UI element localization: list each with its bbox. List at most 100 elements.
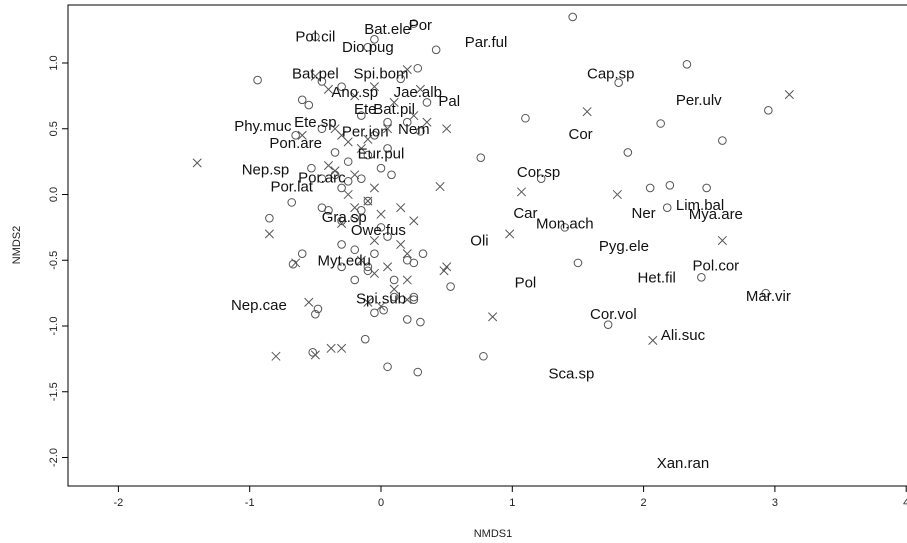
circle-point — [702, 183, 711, 193]
species-label: Lim.bal — [676, 197, 724, 214]
species-label: Mar.vir — [746, 288, 791, 305]
circle-point — [413, 367, 423, 377]
circle-point — [311, 309, 320, 319]
cross-point — [192, 158, 202, 168]
cross-point — [343, 189, 353, 200]
circle-point — [311, 32, 320, 42]
cross-point — [369, 183, 379, 193]
circle-point — [288, 259, 298, 269]
circle-point — [383, 144, 392, 153]
cross-point — [505, 229, 515, 239]
cross-point — [422, 117, 432, 127]
species-label: Xan.ran — [657, 455, 710, 472]
cross-point — [356, 255, 366, 265]
circle-point — [431, 45, 441, 55]
circle-point — [308, 348, 318, 357]
species-label: Cor — [568, 126, 592, 143]
cross-point — [442, 124, 452, 134]
circle-point — [357, 111, 366, 120]
circle-point — [343, 157, 353, 166]
species-label: Het.fil — [638, 269, 676, 286]
cross-point — [376, 209, 386, 219]
cross-point — [291, 258, 301, 268]
circle-point — [718, 136, 727, 145]
cross-point — [612, 189, 622, 200]
data-points — [192, 12, 794, 377]
circle-point — [409, 295, 419, 305]
cross-point — [488, 312, 498, 322]
cross-point — [402, 249, 412, 259]
circle-point — [330, 148, 340, 157]
species-label: Cor.sp — [517, 164, 560, 181]
cross-point — [323, 161, 334, 171]
cross-point — [396, 239, 406, 250]
circle-point — [396, 74, 405, 84]
species-label: Sca.sp — [548, 365, 594, 382]
circle-point — [363, 262, 373, 272]
circle-point — [476, 153, 486, 162]
circle-point — [409, 19, 419, 28]
y-tick-label: -0.5 — [48, 251, 60, 270]
cross-point — [343, 137, 353, 147]
species-label: Nem — [398, 121, 430, 138]
x-tick-label: 3 — [772, 497, 778, 509]
species-label: Car — [513, 205, 537, 222]
circle-point — [402, 117, 412, 127]
cross-point — [310, 71, 320, 81]
species-label: Bat.pil — [373, 101, 415, 118]
species-label: Oli — [470, 233, 488, 250]
circle-point — [682, 60, 692, 69]
circle-point — [287, 198, 297, 207]
circle-point — [370, 131, 379, 140]
circle-point — [337, 216, 346, 226]
circle-point — [521, 113, 530, 123]
circle-point — [337, 240, 346, 249]
y-tick-label: -1.5 — [48, 382, 60, 401]
species-label: Pal — [438, 93, 460, 110]
plot-frame — [67, 4, 907, 487]
species-label: Mon.ach — [536, 215, 594, 232]
species-label: Owe.fus — [351, 222, 406, 239]
y-tick-label: -1.0 — [48, 317, 60, 336]
circle-point — [623, 148, 633, 157]
cross-point — [350, 170, 360, 180]
circle-point — [360, 334, 370, 344]
circle-point — [337, 82, 346, 91]
species-label: Nep.cae — [231, 297, 287, 314]
species-label: Por — [409, 17, 432, 34]
species-label: Eur.pul — [358, 146, 405, 163]
circle-point — [253, 75, 262, 85]
cross-point — [326, 343, 336, 353]
cross-point — [582, 107, 592, 117]
y-axis-title: NMDS2 — [11, 226, 23, 265]
circle-point — [416, 127, 425, 136]
circle-point — [614, 78, 623, 88]
x-tick-label: 4 — [903, 497, 907, 509]
cross-point — [350, 203, 360, 213]
cross-point — [369, 268, 379, 278]
cross-point — [389, 97, 399, 108]
circle-point — [265, 213, 274, 223]
cross-point — [369, 82, 379, 92]
species-label: Mya.are — [689, 206, 743, 223]
y-tick-label: -2.0 — [48, 448, 60, 467]
cross-point — [402, 275, 412, 285]
circle-point — [370, 35, 379, 44]
cross-point — [383, 262, 393, 272]
species-label: Spi.sub — [356, 290, 406, 307]
cross-point — [439, 266, 449, 276]
y-tick-label: 1.0 — [48, 55, 60, 70]
cross-point — [435, 182, 445, 192]
circle-point — [317, 174, 327, 184]
circle-point — [304, 100, 314, 110]
circle-point — [324, 205, 333, 215]
circle-point — [656, 119, 665, 128]
circle-point — [389, 292, 399, 302]
species-label: Bat.pel — [292, 66, 339, 83]
cross-point — [784, 90, 794, 100]
species-label: Ano.sp — [331, 84, 378, 101]
species-label: Pyg.ele — [599, 238, 649, 255]
species-label: Phy.muc — [234, 118, 292, 135]
cross-point — [350, 91, 360, 101]
cross-point — [383, 124, 393, 134]
